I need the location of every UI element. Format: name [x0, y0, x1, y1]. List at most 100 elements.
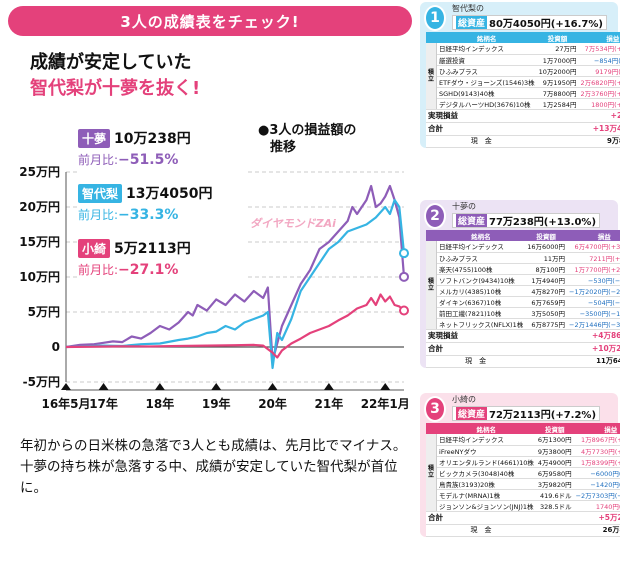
- summary-chiyori: 智代梨 13万4050円 前月比:−33.3%: [78, 183, 246, 231]
- header-spacer: [426, 32, 437, 43]
- table-header: 銘柄名: [476, 34, 497, 43]
- invested-amount: 11万円: [525, 252, 568, 264]
- x-tick-marker: [98, 383, 109, 390]
- profit-loss: 7211円(+6.5%): [567, 252, 620, 264]
- series-line-1: [65, 198, 406, 370]
- stock-name: 日経平均インデックス: [436, 434, 536, 446]
- rank-medal: 3: [424, 396, 446, 422]
- summary-value: +10万238円: [567, 342, 620, 356]
- rank-panel-2: 2 十夢の 総資産 77万238円(+13.0%) 銘柄名 投資額 損益積立日経平均インデッ…: [420, 200, 620, 368]
- summary-tomu-name: 十夢: [78, 129, 111, 148]
- profit-loss: 2万3760円(+33.6%): [578, 87, 620, 99]
- y-tick-label: 10万円: [19, 270, 60, 284]
- x-tick-marker: [154, 383, 165, 390]
- profit-loss: 1万7700円(+22.1%): [567, 263, 620, 275]
- title-banner: 3人の成績表をチェック!: [8, 6, 412, 36]
- summary-row: 合計 +5万2113円: [426, 511, 620, 525]
- series-end-point-2: [399, 305, 409, 316]
- cash-value: 26万8660円: [573, 524, 620, 537]
- header-spacer: [426, 230, 437, 241]
- stock-name: iFreeNYダウ: [436, 445, 536, 457]
- summary-row: 合計 +10万238円: [426, 342, 620, 356]
- invested-amount: 9万1950円: [536, 76, 579, 88]
- total-assets: 総資産 72万2113円(+7.2%): [452, 406, 601, 421]
- rank-number: 3: [430, 401, 440, 417]
- summary-koaya-change-label: 前月比:: [78, 263, 119, 277]
- profit-loss: 7万534円(+29.9%): [578, 43, 620, 55]
- summary-koaya-name: 小綺: [78, 239, 111, 258]
- series-line-0: [65, 184, 406, 363]
- invested-amount: 7万8800円: [536, 87, 579, 99]
- stock-name: ビックカメラ(3048)40株: [436, 467, 536, 479]
- series-end-point-0: [399, 271, 409, 282]
- y-tick-label: -5万円: [23, 375, 60, 389]
- stock-name: メルカリ(4385)10株: [436, 285, 526, 297]
- invested-amount: 3万5050円: [525, 307, 568, 319]
- left-column: 3人の成績表をチェック! 成績が安定していた 智代梨が十夢を抜く! 25万円 20…: [8, 6, 412, 496]
- panel-owner-name: 小綺の: [452, 395, 476, 404]
- profit-loss: 1万8967円(+30.9%): [573, 434, 620, 446]
- cash-row: 現 金 11万6485円: [426, 355, 620, 368]
- profit-loss: 1800円(+14.3%): [578, 98, 620, 110]
- invested-amount: 1万2584円: [536, 98, 579, 110]
- headline-line-1: 成績が安定していた: [30, 52, 192, 73]
- holdings-table: 銘柄名 投資額 損益積立日経平均インデックス16万6000円6万4700円(+39.…: [426, 230, 620, 368]
- invested-amount: 419.6ドル: [535, 489, 574, 501]
- watermark-logo: ダイヤモンドZAi: [250, 217, 336, 230]
- group-label: 積立: [426, 43, 437, 110]
- table-row: ETFダウ・ジョーンズ(1546)3株9万1950円2万6820円(+29.2%…: [426, 76, 620, 88]
- x-tick-label: 20年: [258, 396, 287, 411]
- summary-tomu-change-label: 前月比:: [78, 153, 119, 167]
- profit-loss: 4万7730円(+50.9%): [573, 445, 620, 457]
- total-assets-value: 72万2113円(+7.2%): [489, 410, 597, 421]
- profit-loss: 2万6820円(+29.2%): [578, 76, 620, 88]
- cash-label: 現 金: [426, 355, 526, 368]
- y-tick-label: 5万円: [28, 305, 60, 319]
- headline-line-2: 智代梨が十夢を抜く!: [30, 78, 201, 99]
- summary-key: 実現損益: [426, 109, 537, 123]
- stock-name: 日経平均インデックス: [436, 43, 537, 55]
- profit-loss: 6万4700円(+39.0%): [567, 241, 620, 253]
- y-tick-label: 15万円: [19, 235, 60, 249]
- invested-amount: 6万8775円: [525, 318, 568, 330]
- holdings-table: 銘柄名投資額損益積立日経平均インデックス27万円7万534円(+29.9%)厳選…: [426, 32, 620, 148]
- summary-chiyori-name: 智代梨: [78, 184, 123, 203]
- cash-label: 現 金: [426, 135, 537, 148]
- stock-name: 厳選投資: [436, 54, 537, 66]
- summary-row: 実現損益 +4万8626円: [426, 329, 620, 343]
- x-tick-marker: [267, 383, 278, 390]
- stock-name: モデルナ(MRNA)1株: [436, 489, 536, 501]
- rank-panel-3: 3 小綺の 総資産 72万2113円(+7.2%) 銘柄名 投資額 損益積立日経平均インデッ…: [420, 393, 620, 537]
- x-tick-label: 21年: [315, 396, 344, 411]
- table-header: 投資額: [547, 34, 568, 43]
- profit-loss: 9179円(+7.9%): [578, 65, 620, 77]
- header-spacer: [426, 423, 437, 434]
- x-tick-marker: [323, 383, 334, 390]
- x-tick-marker: [61, 383, 71, 390]
- x-tick-label: 19年: [202, 396, 231, 411]
- summary-value: +5万2113円: [573, 511, 620, 525]
- series-line-2: [65, 293, 405, 359]
- stock-name: SGHD(9143)40株: [436, 87, 537, 99]
- results-column: 1 智代梨の 総資産 80万4050円(+16.7%) 銘柄名 投資額 損益積立日経平均イン…: [418, 0, 620, 574]
- invested-amount: 6万7659円: [525, 296, 568, 308]
- summary-koaya-change: −27.1%: [118, 262, 179, 278]
- profit-loss: 1740円(+4.8%): [573, 500, 620, 512]
- x-tick-marker: [211, 383, 222, 390]
- table-header: 投資額: [545, 425, 565, 434]
- rank-panel-1: 1 智代梨の 総資産 80万4050円(+16.7%) 銘柄名 投資額 損益積立日経平均イン…: [420, 2, 620, 148]
- group-label: 積立: [426, 241, 437, 330]
- profit-loss: −2万7303円(−59.2%): [573, 489, 620, 501]
- table-header: 投資額: [536, 232, 556, 241]
- y-tick-label: 0: [52, 340, 60, 354]
- invested-amount: 4万8270円: [525, 285, 568, 297]
